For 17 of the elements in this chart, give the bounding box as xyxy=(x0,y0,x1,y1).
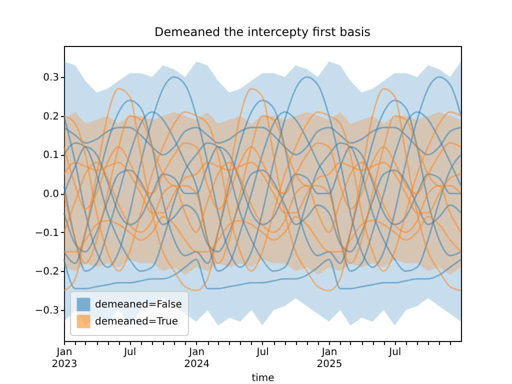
x-tick-label: Jul xyxy=(388,347,402,358)
y-tick-label: 0.3 xyxy=(43,72,59,84)
x-axis-title: time xyxy=(252,373,274,384)
y-tick-label: −0.2 xyxy=(34,266,59,278)
y-tick-label: 0.2 xyxy=(43,111,59,122)
x-tick-label: Jul xyxy=(123,347,136,358)
x-tick-label: Jul xyxy=(256,347,269,358)
legend-label: demeaned=True xyxy=(95,316,178,328)
x-tick-label: Jan 2025 xyxy=(316,347,342,370)
y-tick-label: −0.3 xyxy=(34,305,59,316)
y-tick-label: 0.0 xyxy=(43,189,59,200)
y-tick-label: 0.1 xyxy=(43,150,59,162)
x-tick-label: Jan 2024 xyxy=(184,347,210,370)
y-tick-label: −0.1 xyxy=(34,228,59,239)
chart-title: Demeaned the intercepty first basis xyxy=(154,25,370,39)
legend-label: demeaned=False xyxy=(95,300,182,310)
x-tick-label: Jan 2023 xyxy=(52,347,78,370)
